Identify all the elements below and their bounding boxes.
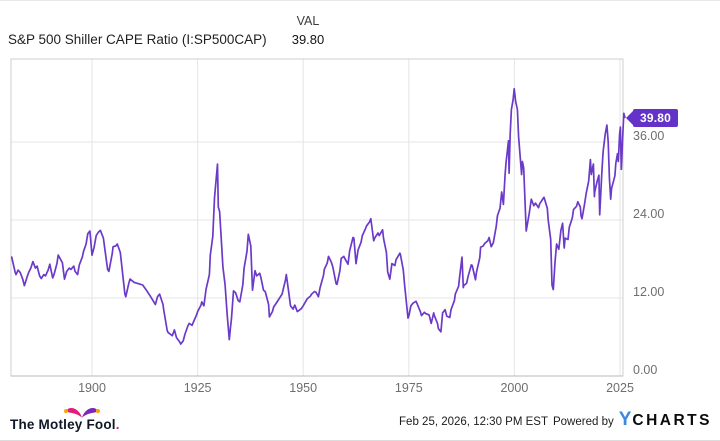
x-axis-tick-label: 1925 bbox=[184, 381, 212, 395]
value-badge: 39.80 bbox=[626, 109, 679, 127]
powered-by-label: Powered by bbox=[552, 416, 614, 428]
x-axis-tick-label: 1975 bbox=[395, 381, 423, 395]
ycharts-y-icon: Y bbox=[618, 409, 632, 430]
jester-hat-icon bbox=[63, 407, 101, 418]
val-column: VAL 39.80 bbox=[277, 14, 339, 47]
y-axis-tick-label: 12.00 bbox=[633, 285, 664, 299]
x-axis-tick-label: 2025 bbox=[606, 381, 634, 395]
chart-title: S&P 500 Shiller CAPE Ratio (I:SP500CAP) bbox=[8, 32, 267, 47]
y-axis-tick-label: 36.00 bbox=[633, 129, 664, 143]
ycharts-logo[interactable]: Y CHARTS bbox=[619, 409, 712, 431]
val-value: 39.80 bbox=[291, 32, 325, 47]
y-axis-tick-label: 24.00 bbox=[633, 207, 664, 221]
plot-border bbox=[10, 58, 624, 377]
footer-timestamp: Feb 25, 2026, 12:30 PM EST bbox=[399, 416, 548, 428]
x-axis-tick-label: 1950 bbox=[289, 381, 317, 395]
motley-fool-logo[interactable]: The Motley Fool. bbox=[10, 407, 120, 432]
badge-arrow-icon bbox=[626, 111, 633, 125]
val-label: VAL bbox=[296, 14, 320, 28]
fool-period: . bbox=[115, 417, 120, 432]
fool-wordmark: The Motley Fool bbox=[10, 417, 116, 432]
x-axis-tick-label: 2000 bbox=[500, 381, 528, 395]
series-line bbox=[10, 87, 626, 345]
y-axis-tick-label: 0.00 bbox=[633, 363, 657, 377]
ycharts-wordmark: CHARTS bbox=[632, 412, 712, 429]
badge-label: 39.80 bbox=[640, 111, 672, 125]
x-axis-tick-label: 1900 bbox=[78, 381, 106, 395]
